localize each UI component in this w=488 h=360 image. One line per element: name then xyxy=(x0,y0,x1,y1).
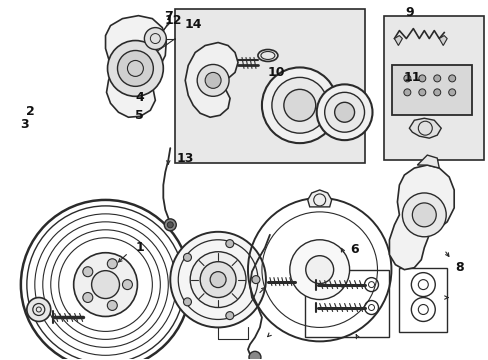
Text: 10: 10 xyxy=(267,66,285,79)
Polygon shape xyxy=(394,36,402,45)
Polygon shape xyxy=(438,36,447,45)
Circle shape xyxy=(448,89,455,96)
Circle shape xyxy=(248,351,261,360)
Circle shape xyxy=(402,193,446,237)
Circle shape xyxy=(411,203,435,227)
Polygon shape xyxy=(185,42,238,117)
Circle shape xyxy=(418,75,425,82)
Circle shape xyxy=(117,50,153,86)
Circle shape xyxy=(289,240,349,300)
Text: 8: 8 xyxy=(454,261,463,274)
Text: 5: 5 xyxy=(135,109,144,122)
Text: 6: 6 xyxy=(349,243,358,256)
Text: 14: 14 xyxy=(184,18,202,31)
Text: 9: 9 xyxy=(405,6,414,19)
Bar xyxy=(399,268,447,332)
Circle shape xyxy=(316,84,372,140)
Bar xyxy=(175,9,364,163)
Bar xyxy=(384,15,483,160)
Bar xyxy=(392,66,471,115)
Circle shape xyxy=(91,271,119,298)
Polygon shape xyxy=(105,15,166,117)
Circle shape xyxy=(403,89,410,96)
Circle shape xyxy=(107,301,117,310)
Polygon shape xyxy=(416,155,438,168)
Polygon shape xyxy=(307,190,331,207)
Text: 13: 13 xyxy=(176,152,194,165)
Circle shape xyxy=(82,292,93,302)
Circle shape xyxy=(225,312,233,320)
Circle shape xyxy=(305,256,333,284)
Circle shape xyxy=(200,262,236,298)
Circle shape xyxy=(167,222,173,228)
Text: 4: 4 xyxy=(135,91,144,104)
Circle shape xyxy=(271,77,327,133)
Circle shape xyxy=(82,267,93,277)
Circle shape xyxy=(205,72,221,88)
Text: 1: 1 xyxy=(136,241,144,254)
Circle shape xyxy=(433,89,440,96)
Circle shape xyxy=(418,89,425,96)
Circle shape xyxy=(334,102,354,122)
Text: 2: 2 xyxy=(26,105,35,118)
Text: 3: 3 xyxy=(20,118,29,131)
Circle shape xyxy=(183,298,191,306)
Circle shape xyxy=(210,272,225,288)
Circle shape xyxy=(107,41,163,96)
Circle shape xyxy=(251,276,260,284)
Circle shape xyxy=(170,232,265,328)
Circle shape xyxy=(283,89,315,121)
Circle shape xyxy=(433,75,440,82)
Text: 7: 7 xyxy=(164,10,173,23)
Bar xyxy=(304,270,388,337)
Circle shape xyxy=(122,280,132,289)
Circle shape xyxy=(197,64,228,96)
Circle shape xyxy=(74,253,137,316)
Circle shape xyxy=(225,240,233,248)
Circle shape xyxy=(107,259,117,269)
Circle shape xyxy=(403,75,410,82)
Circle shape xyxy=(27,298,51,321)
Circle shape xyxy=(144,28,166,50)
Circle shape xyxy=(448,75,455,82)
Polygon shape xyxy=(388,165,453,270)
Text: 12: 12 xyxy=(164,14,182,27)
Circle shape xyxy=(262,67,337,143)
Circle shape xyxy=(164,219,176,231)
Circle shape xyxy=(324,92,364,132)
Circle shape xyxy=(183,253,191,261)
Text: 11: 11 xyxy=(403,71,421,84)
Polygon shape xyxy=(408,118,440,138)
Circle shape xyxy=(190,252,245,307)
